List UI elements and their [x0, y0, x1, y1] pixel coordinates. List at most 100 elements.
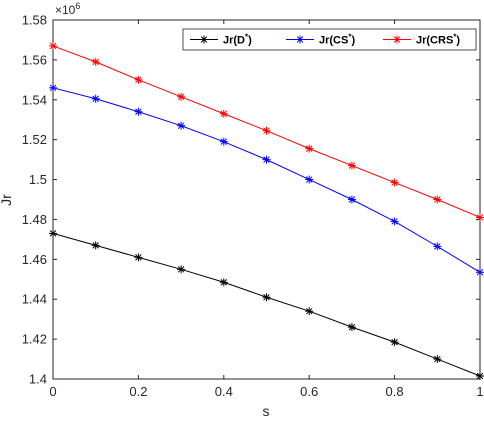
marker-stroke [476, 269, 484, 276]
legend-label-sup: * [348, 33, 352, 42]
plot-area [52, 19, 481, 380]
data-point [476, 268, 484, 277]
x-axis-label: s [263, 403, 270, 419]
marker-stroke [49, 230, 57, 237]
data-point [134, 75, 143, 84]
marker-stroke [434, 243, 441, 250]
data-point [262, 293, 271, 302]
y-multiplier: ×106 [55, 1, 80, 17]
legend-box [182, 28, 477, 51]
series-1 [49, 83, 484, 277]
y-tick-label: 1.54 [22, 92, 47, 107]
y-tick-label: 1.46 [22, 252, 47, 267]
data-point [219, 278, 228, 287]
legend-label-close: ) [456, 35, 460, 47]
x-tick-label: 0.2 [129, 384, 147, 399]
marker-stroke [263, 156, 270, 163]
data-point [347, 161, 356, 170]
data-point [476, 372, 484, 381]
marker-stroke [177, 93, 185, 101]
data-point [219, 109, 228, 118]
marker-stroke [305, 145, 313, 152]
legend-label-base: Jr(CRS [416, 35, 453, 47]
data-point [91, 94, 100, 103]
legend-marker [393, 35, 401, 44]
data-point [347, 195, 356, 204]
legend-label-close: ) [248, 35, 252, 47]
y-tick-label: 1.58 [22, 13, 47, 28]
x-tick-label: 1 [476, 384, 483, 399]
series-2 [49, 41, 484, 222]
data-point [177, 92, 186, 101]
legend-label: Jr(D*) [223, 33, 252, 47]
legend-label-sup: * [245, 33, 249, 42]
marker-stroke [263, 293, 270, 301]
data-point [49, 41, 57, 50]
marker-stroke [135, 108, 142, 115]
marker-stroke [49, 84, 57, 92]
legend-label: Jr(CS*) [319, 33, 355, 47]
x-tick-label: 0.8 [386, 384, 404, 399]
data-point [476, 213, 484, 222]
marker-stroke [434, 355, 441, 363]
data-point [177, 265, 186, 274]
marker-stroke [348, 323, 356, 331]
legend-items: Jr(D*) Jr(CS*) Jr(CRS*) [190, 33, 460, 47]
data-point [433, 355, 442, 364]
y-tick-label: 1.42 [22, 332, 47, 347]
series-0 [49, 229, 484, 381]
y-multiplier-base: ×10 [55, 3, 76, 17]
data-point [49, 83, 57, 92]
data-point [134, 253, 143, 262]
marker-stroke [92, 58, 99, 66]
legend-label-base: Jr(D [223, 35, 245, 47]
marker-stroke [220, 279, 228, 286]
marker-stroke [348, 162, 356, 169]
x-tick-label: 0.6 [300, 384, 318, 399]
marker-stroke [296, 36, 304, 43]
data-point [390, 217, 399, 226]
marker-stroke [305, 307, 313, 315]
legend-item-2: Jr(CRS*) [383, 33, 460, 47]
marker-stroke [393, 36, 401, 43]
data-point [305, 307, 314, 316]
legend-label-close: ) [351, 35, 355, 47]
y-tick-label: 1.5 [29, 172, 47, 187]
y-tick-label: 1.48 [22, 212, 47, 227]
data-point [433, 195, 442, 204]
data-point [305, 144, 314, 153]
marker-stroke [391, 338, 398, 346]
marker-stroke [305, 176, 313, 183]
legend: Jr(D*) Jr(CS*) Jr(CRS*) [182, 28, 477, 51]
y-tick-label: 1.56 [22, 52, 47, 67]
data-point [390, 178, 399, 187]
data-point [347, 323, 356, 332]
data-point [91, 57, 100, 66]
data-point [177, 121, 186, 130]
marker-stroke [220, 138, 228, 145]
legend-label-sup: * [453, 33, 457, 42]
y-tick-label: 1.4 [29, 372, 47, 387]
marker-stroke [263, 127, 270, 134]
marker-stroke [92, 95, 99, 103]
marker-stroke [391, 179, 398, 186]
marker-stroke [200, 36, 208, 43]
marker-stroke [391, 218, 398, 225]
data-point [49, 229, 57, 238]
data-point [305, 175, 314, 184]
legend-marker [296, 35, 304, 44]
ticks-layer: 0 0.2 0.4 0.6 0.8 1 1.4 1.42 1.44 1.46 1.48 1.5 1.52… [22, 13, 484, 400]
data-point [91, 241, 100, 250]
data-point [390, 338, 399, 347]
marker-stroke [434, 196, 441, 203]
data-point [134, 107, 143, 116]
marker-stroke [49, 42, 57, 50]
y-multiplier-exponent: 6 [75, 1, 80, 11]
marker-stroke [348, 196, 356, 203]
y-tick-label: 1.52 [22, 132, 47, 147]
marker-stroke [177, 122, 185, 129]
data-point [262, 155, 271, 164]
series-layer [49, 41, 484, 381]
x-tick-label: 0 [49, 384, 56, 399]
